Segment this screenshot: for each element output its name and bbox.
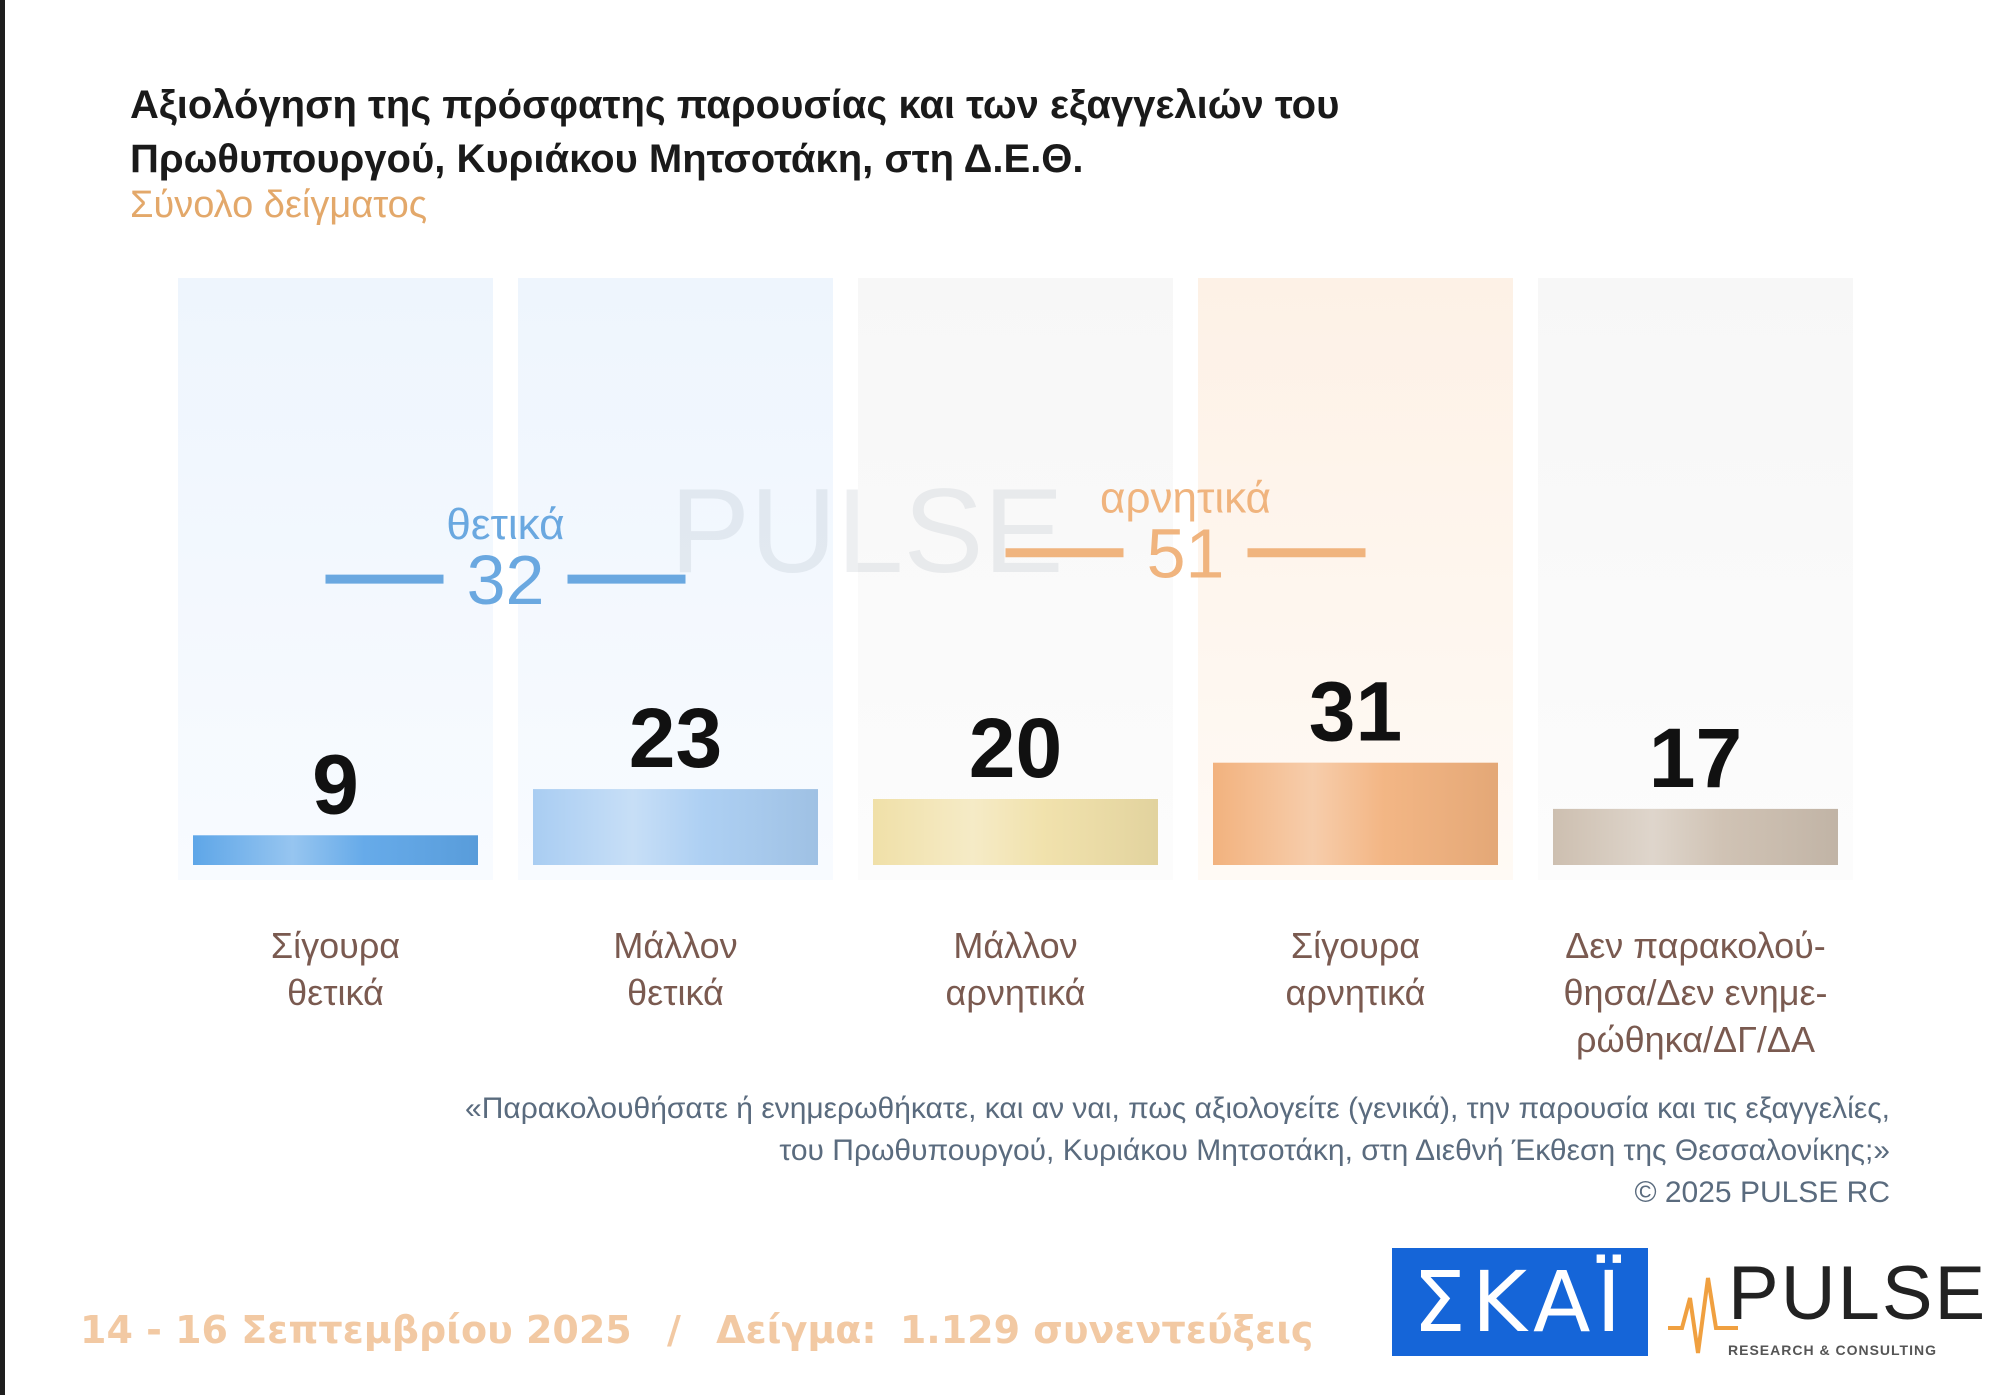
data-label-2: 23 — [629, 691, 722, 785]
left-border — [0, 0, 5, 1395]
sample-size: 1.129 συνεντεύξεις — [899, 1308, 1314, 1352]
bar-panel-3 — [858, 278, 1173, 880]
chart-title-line-2: Πρωθυπουργού, Κυριάκου Μητσοτάκη, στη Δ.… — [130, 137, 1084, 181]
footer-separator: / — [666, 1308, 681, 1352]
pulse-watermark: PULSE — [670, 464, 1064, 598]
svg-text:PULSE: PULSE — [670, 464, 1064, 598]
category-label-4-line-2: αρνητικά — [1286, 972, 1426, 1013]
category-label-5-line-3: ρώθηκα/ΔΓ/ΔΑ — [1576, 1019, 1815, 1060]
bar-sheen-3 — [873, 799, 1158, 865]
data-label-5: 17 — [1649, 711, 1742, 805]
chart-title: Αξιολόγηση της πρόσφατης παρουσίας και τ… — [130, 78, 1430, 186]
bar-panel-5 — [1538, 278, 1853, 880]
sample-label: Δείγμα: — [716, 1308, 877, 1352]
bar-sheen-2 — [533, 789, 818, 865]
bar-sheen-4 — [1213, 762, 1498, 865]
category-label-1-line-1: Σίγουρα — [271, 925, 400, 966]
survey-question-line-2: του Πρωθυπουργού, Κυριάκου Μητσοτάκη, στ… — [779, 1134, 1890, 1167]
data-label-1: 9 — [312, 737, 359, 831]
survey-question-line-1: «Παρακολουθήσατε ή ενημερωθήκατε, και αν… — [465, 1092, 1890, 1125]
category-label-4-line-1: Σίγουρα — [1291, 925, 1420, 966]
data-label-4: 31 — [1309, 665, 1402, 759]
category-label-2-line-1: Μάλλον — [613, 925, 737, 966]
group-total-1: 32 — [467, 541, 545, 619]
pulse-logo-tagline: RESEARCH & CONSULTING — [1728, 1342, 1937, 1358]
bar-sheen-5 — [1553, 808, 1838, 865]
pulse-logo: PULSE RESEARCH & CONSULTING — [1668, 1250, 1985, 1362]
chart-subtitle: Σύνολο δείγματος — [130, 184, 428, 226]
skai-logo: ΣΚΑΪ — [1392, 1248, 1648, 1356]
data-label-3: 20 — [969, 701, 1062, 795]
category-label-3-line-1: Μάλλον — [953, 925, 1077, 966]
fieldwork-dates: 14 - 16 Σεπτεμβρίου 2025 — [80, 1308, 632, 1352]
group-label-2: αρνητικά — [1100, 474, 1271, 523]
group-label-1: θετικά — [446, 500, 564, 549]
category-label-5-line-1: Δεν παρακολού- — [1565, 925, 1826, 966]
copyright-note: © 2025 PULSE RC — [1634, 1176, 1890, 1209]
pulse-wave-icon — [1668, 1277, 1738, 1354]
category-label-2-line-2: θετικά — [627, 972, 724, 1013]
chart-title-line-1: Αξιολόγηση της πρόσφατης παρουσίας και τ… — [130, 83, 1340, 127]
group-total-2: 51 — [1147, 515, 1225, 593]
category-label-3-line-2: αρνητικά — [946, 972, 1086, 1013]
pulse-logo-text: PULSE — [1728, 1251, 1988, 1336]
category-label-1-line-2: θετικά — [287, 972, 384, 1013]
bar-sheen-1 — [193, 835, 478, 865]
survey-question: «Παρακολουθήσατε ή ενημερωθήκατε, και αν… — [190, 1088, 1890, 1214]
category-label-5-line-2: θησα/Δεν ενημε- — [1563, 972, 1827, 1013]
fieldwork-info: 14 - 16 Σεπτεμβρίου 2025 / Δείγμα: 1.129… — [80, 1308, 1313, 1352]
